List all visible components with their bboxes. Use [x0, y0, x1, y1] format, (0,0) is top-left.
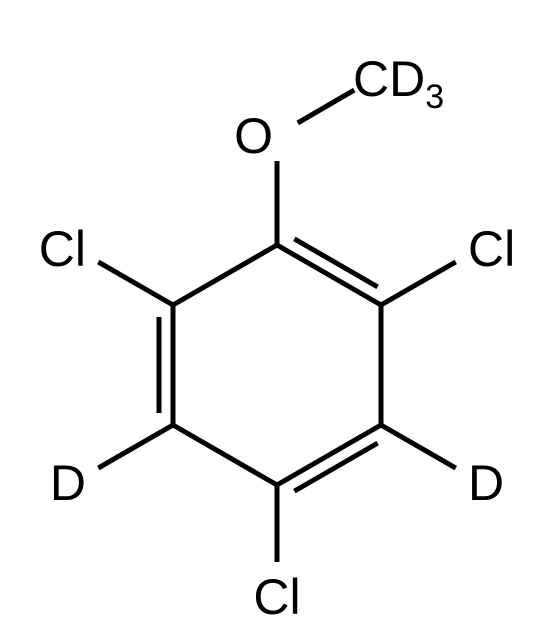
- molecule-diagram: OCD3ClDClDCl: [0, 0, 555, 640]
- atom-label-d3: D: [468, 455, 504, 511]
- atom-label-o7: O: [234, 108, 273, 164]
- atom-label-cl4: Cl: [253, 569, 300, 625]
- atom-label-cl2: Cl: [468, 221, 515, 277]
- atom-label-d5: D: [50, 455, 86, 511]
- atom-label-cl6: Cl: [39, 221, 86, 277]
